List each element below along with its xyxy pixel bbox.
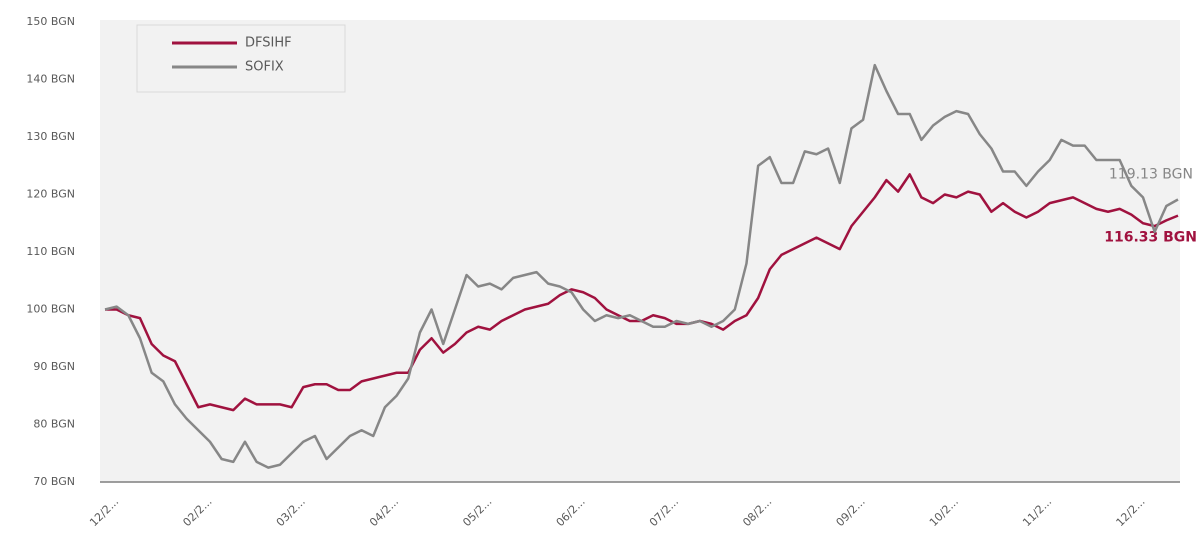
legend-label: SOFIX [245, 60, 284, 75]
x-tick-label: 08/2... [740, 495, 774, 529]
y-tick-label: 70 BGN [33, 475, 75, 488]
y-tick-label: 120 BGN [26, 188, 75, 201]
x-tick-label: 12/2... [1114, 495, 1148, 529]
x-tick-label: 06/2... [554, 495, 588, 529]
x-tick-label: 04/2... [367, 495, 401, 529]
series-line [104, 63, 1179, 469]
x-tick-label: 03/2... [274, 495, 308, 529]
x-tick-label: 02/2... [180, 495, 214, 529]
x-tick-label: 07/2... [647, 495, 681, 529]
x-tick-label: 10/2... [927, 495, 961, 529]
y-tick-label: 110 BGN [26, 245, 75, 258]
x-tick-label: 11/2... [1020, 495, 1054, 529]
y-tick-label: 140 BGN [26, 73, 75, 86]
y-tick-label: 100 BGN [26, 303, 75, 316]
x-tick-label: 09/2... [834, 495, 868, 529]
y-tick-label: 90 BGN [33, 360, 75, 373]
y-tick-label: 80 BGN [33, 418, 75, 431]
end-label: 116.33 BGN [1104, 230, 1197, 246]
end-label: 119.13 BGN [1109, 167, 1193, 183]
legend-label: DFSIHF [245, 36, 292, 51]
plot-background [100, 20, 1180, 482]
legend-box [136, 24, 346, 93]
x-tick-label: 12/2... [87, 495, 121, 529]
y-tick-label: 150 BGN [26, 15, 75, 28]
x-tick-label: 05/2... [460, 495, 494, 529]
y-tick-label: 130 BGN [26, 130, 75, 143]
